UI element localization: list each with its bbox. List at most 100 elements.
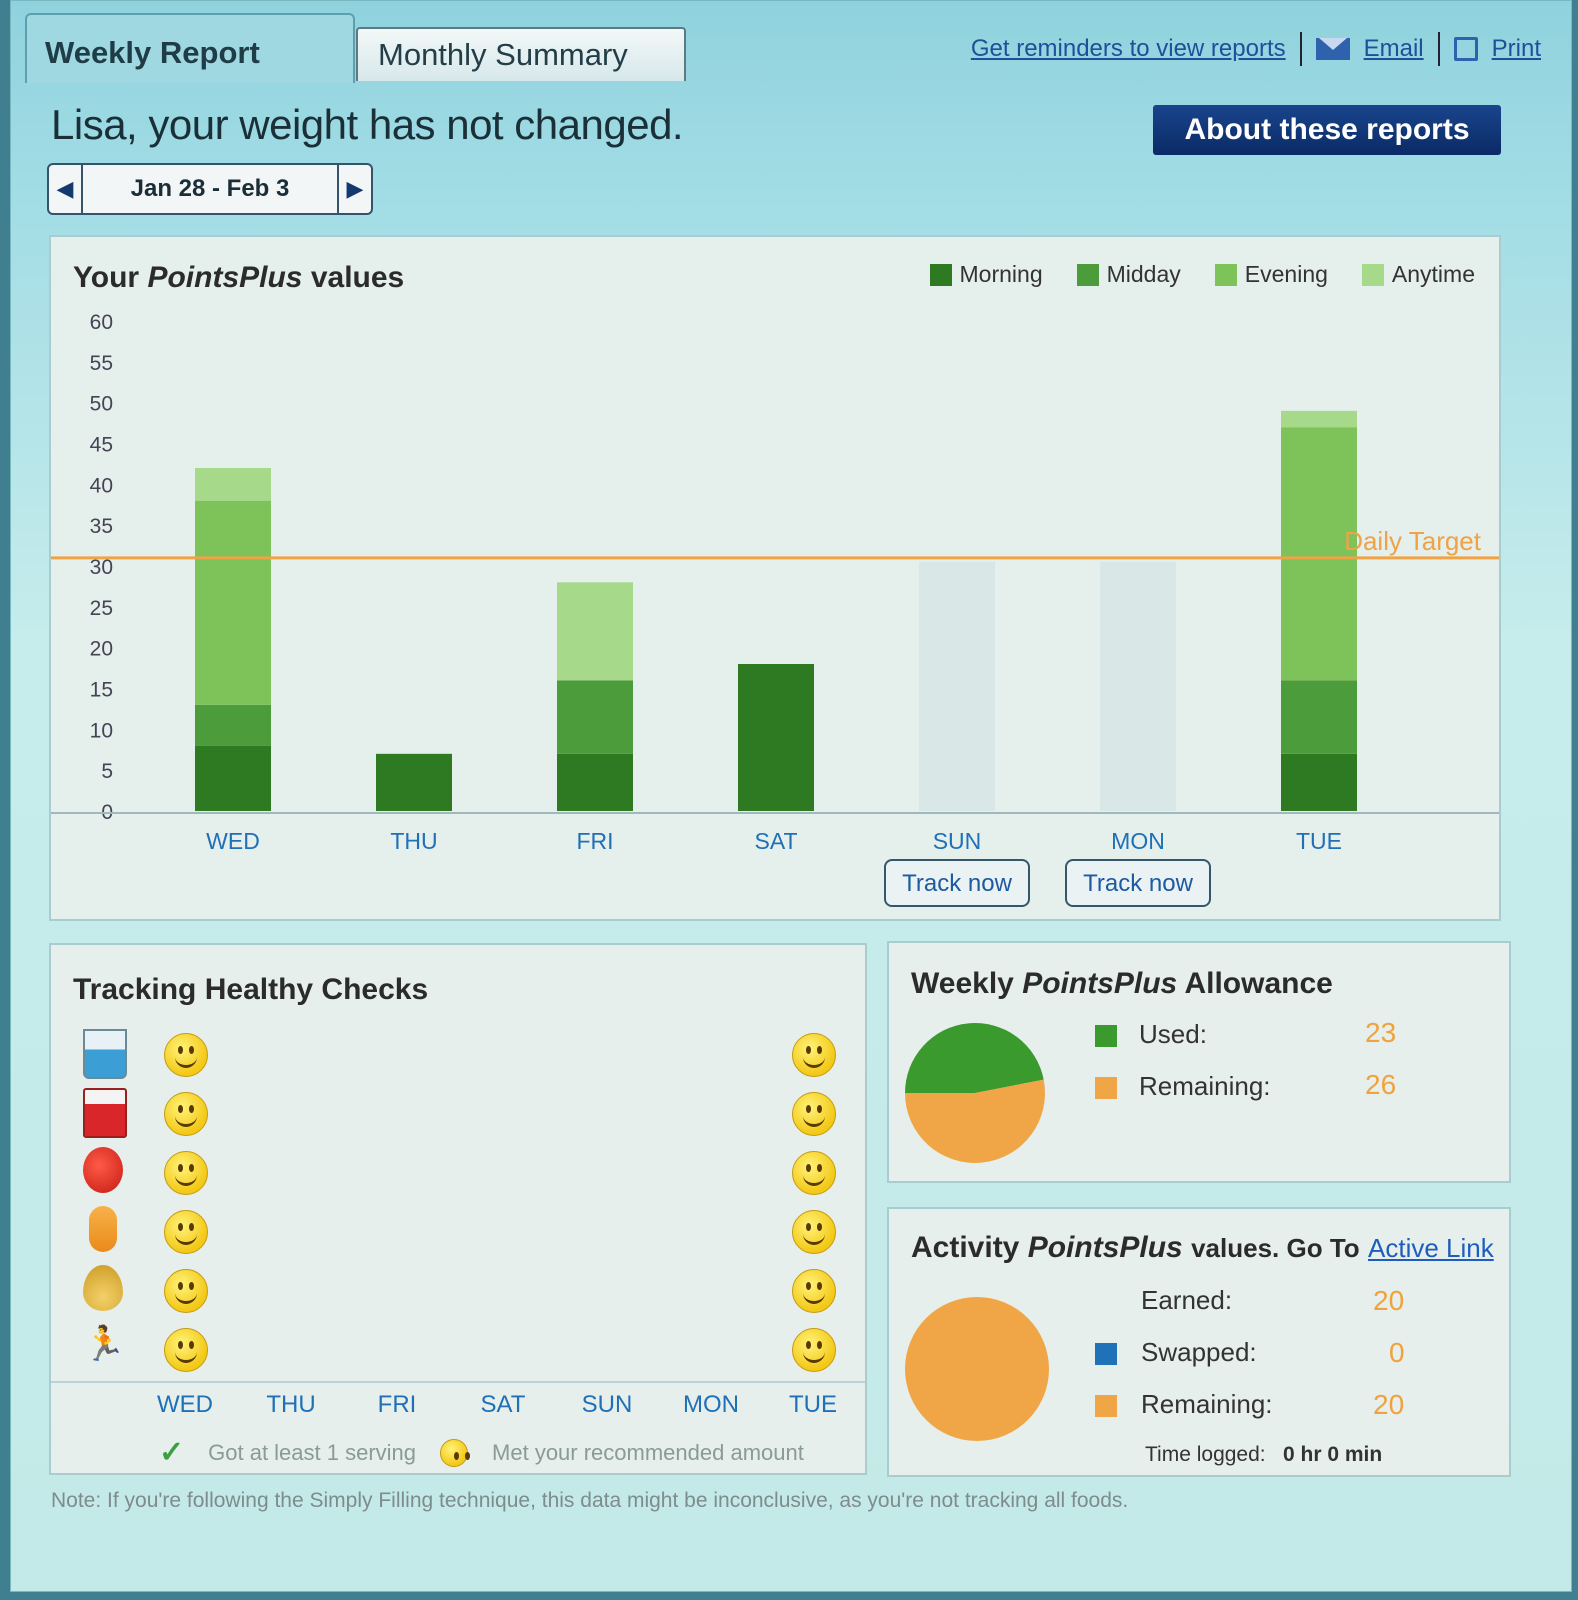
smiley-mouth (803, 1113, 825, 1127)
healthy-check-row (51, 1147, 865, 1205)
points-chart-panel: Your PointsPlus values Morning Midday Ev… (49, 235, 1501, 921)
legend-met-label: Met your recommended amount (492, 1439, 804, 1465)
y-tick-label: 10 (90, 719, 113, 742)
activity-title-suffix: values. Go To (1191, 1233, 1360, 1263)
email-icon[interactable] (1315, 38, 1350, 60)
about-reports-button[interactable]: About these reports (1153, 105, 1501, 155)
healthy-check-row (51, 1265, 865, 1323)
smiley-mouth (803, 1172, 825, 1186)
smiley-icon (164, 1033, 208, 1077)
allowance-pie-chart (905, 1023, 1045, 1163)
smiley-icon (164, 1092, 208, 1136)
smiley-mouth (803, 1231, 825, 1245)
healthy-checks-day-label: WED (157, 1391, 213, 1418)
bar-anytime (1281, 410, 1357, 428)
y-tick-label: 40 (90, 474, 113, 497)
allowance-title: Weekly PointsPlus Allowance (911, 967, 1333, 1001)
healthy-checks-day-label: TUE (789, 1391, 837, 1418)
smiley-icon (164, 1328, 208, 1372)
smiley-icon (792, 1033, 836, 1077)
swapped-swatch (1095, 1343, 1117, 1365)
chart-title-suffix: values (310, 261, 405, 294)
x-tick-label: MON (1111, 828, 1165, 854)
activity-remaining-label: Remaining: (1141, 1389, 1273, 1419)
healthy-checks-legend: ✓ Got at least 1 serving Met your recomm… (159, 1435, 804, 1470)
activity-pie-chart (905, 1297, 1049, 1441)
activity-title-prefix: Activity (911, 1231, 1020, 1264)
date-range-selector: ◀ Jan 28 - Feb 3 ▶ (47, 163, 373, 215)
allowance-title-brand: PointsPlus (1022, 967, 1178, 1000)
next-week-arrow-icon[interactable]: ▶ (337, 165, 371, 213)
y-tick-label: 5 (101, 760, 113, 783)
activity-person-icon: 🏃 (83, 1325, 126, 1363)
smiley-icon (792, 1269, 836, 1313)
legend-label-evening: Evening (1244, 261, 1328, 287)
untracked-placeholder-bar (919, 561, 995, 811)
smiley-mouth (175, 1231, 197, 1245)
smiley-mouth (175, 1290, 197, 1304)
bar-morning (1281, 753, 1357, 811)
healthy-check-row (51, 1206, 865, 1264)
smiley-icon (164, 1151, 208, 1195)
used-swatch (1095, 1025, 1117, 1047)
used-value: 23 (1365, 1017, 1397, 1048)
email-link[interactable]: Email (1363, 35, 1424, 62)
smiley-icon (792, 1092, 836, 1136)
smiley-icon (164, 1269, 208, 1313)
legend-swatch-evening (1214, 263, 1237, 286)
bar-morning (195, 745, 271, 811)
allowance-title-prefix: Weekly (911, 967, 1014, 1000)
time-logged-value: 0 hr 0 min (1283, 1443, 1383, 1466)
multivitamin-icon (89, 1206, 117, 1252)
smiley-mouth (803, 1054, 825, 1068)
printer-icon[interactable] (1453, 37, 1478, 61)
healthy-check-row (51, 1088, 865, 1146)
y-tick-label: 35 (90, 515, 113, 538)
track-now-sun-button[interactable]: Track now (884, 859, 1030, 907)
tab-weekly-report[interactable]: Weekly Report (25, 13, 355, 83)
bar-midday (1281, 680, 1357, 754)
activity-remaining-value: 20 (1373, 1389, 1405, 1420)
date-range-label: Jan 28 - Feb 3 (130, 175, 290, 202)
smiley-mouth (175, 1113, 197, 1127)
weekly-allowance-panel: Weekly PointsPlus Allowance Used: 23 Rem… (887, 941, 1511, 1183)
chart-legend: Morning Midday Evening Anytime (929, 261, 1475, 288)
bar-evening (195, 500, 271, 705)
print-link[interactable]: Print (1491, 35, 1541, 62)
divider (1437, 32, 1440, 66)
bar-morning (557, 753, 633, 811)
legend-label-morning: Morning (959, 261, 1043, 287)
tab-monthly-summary[interactable]: Monthly Summary (356, 27, 686, 81)
allowance-title-suffix: Allowance (1184, 967, 1333, 1000)
smiley-icon (792, 1328, 836, 1372)
report-frame: Weekly Report Monthly Summary Get remind… (10, 0, 1572, 1592)
smiley-mouth (175, 1054, 197, 1068)
track-now-mon-button[interactable]: Track now (1065, 859, 1211, 907)
earned-value: 20 (1373, 1285, 1405, 1316)
page-title: Lisa, your weight has not changed. (51, 101, 684, 148)
healthy-checks-title: Tracking Healthy Checks (73, 973, 429, 1006)
reminders-link[interactable]: Get reminders to view reports (970, 35, 1286, 62)
used-label: Used: (1139, 1019, 1207, 1049)
remaining-label: Remaining: (1139, 1071, 1271, 1101)
x-tick-label: WED (206, 828, 260, 854)
remaining-swatch (1095, 1077, 1117, 1099)
healthy-checks-day-label: THU (266, 1391, 316, 1418)
chart-title-prefix: Your (73, 261, 140, 294)
y-tick-label: 55 (90, 352, 113, 375)
y-tick-label: 30 (90, 556, 113, 579)
healthy-checks-day-label: MON (683, 1391, 739, 1418)
smiley-icon (440, 1438, 471, 1467)
healthy-checks-day-label: SUN (581, 1391, 633, 1418)
activity-remaining-swatch (1095, 1395, 1117, 1417)
healthy-checks-day-label: FRI (377, 1391, 417, 1418)
active-link[interactable]: Active Link (1368, 1233, 1494, 1263)
healthy-checks-day-axis: WED THU FRI SAT SUN MON TUE (51, 1381, 865, 1423)
oil-drop-icon (83, 1265, 123, 1311)
prev-week-arrow-icon[interactable]: ◀ (49, 165, 83, 213)
chart-title-brand: PointsPlus (147, 261, 303, 294)
remaining-value: 26 (1365, 1069, 1397, 1100)
pie-slice-used (905, 1023, 1044, 1093)
apple-icon (83, 1147, 123, 1193)
healthy-check-row: 🏃 (51, 1324, 865, 1382)
